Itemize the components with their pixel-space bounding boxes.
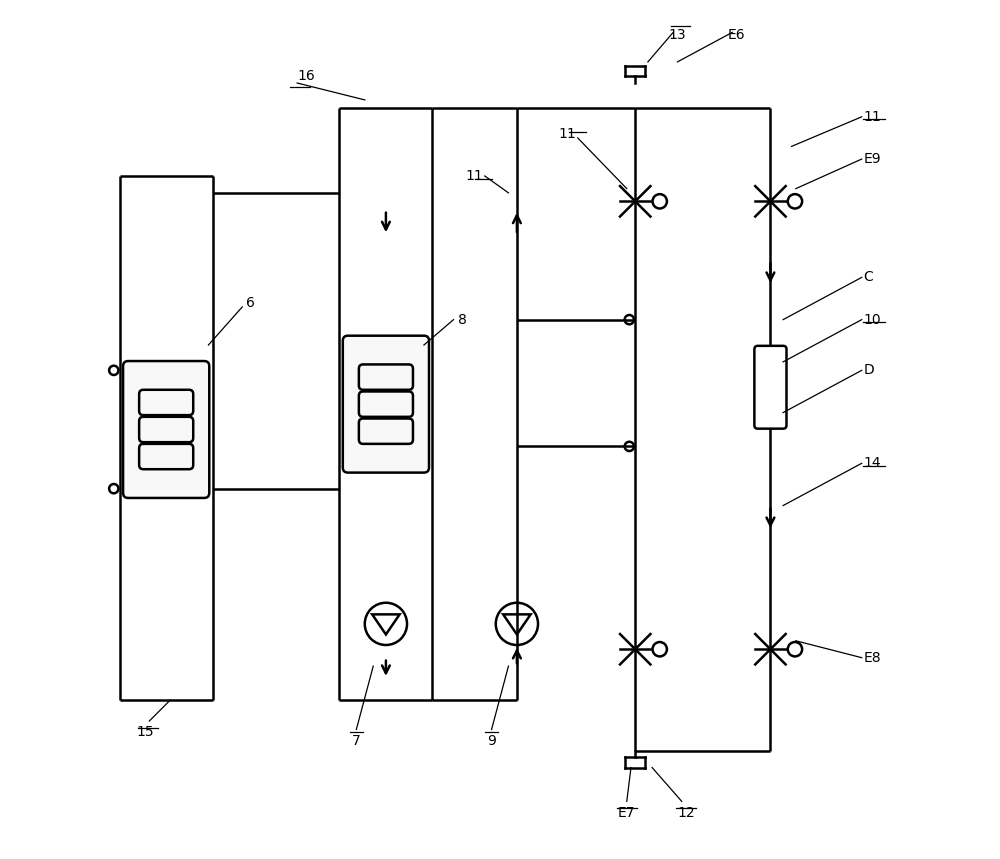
Text: E7: E7 (618, 806, 636, 819)
Text: 10: 10 (863, 313, 881, 326)
Text: 6: 6 (246, 295, 255, 310)
FancyBboxPatch shape (359, 364, 413, 390)
Text: 13: 13 (669, 28, 686, 42)
Text: 11: 11 (558, 127, 576, 141)
Text: 11: 11 (465, 169, 483, 183)
FancyBboxPatch shape (343, 336, 429, 472)
Text: 14: 14 (863, 456, 881, 471)
Text: 9: 9 (487, 734, 496, 747)
FancyBboxPatch shape (123, 361, 209, 498)
Text: C: C (863, 271, 873, 284)
Text: 7: 7 (352, 734, 361, 747)
FancyBboxPatch shape (139, 444, 193, 469)
Text: 12: 12 (677, 806, 695, 819)
Text: E6: E6 (728, 28, 745, 42)
Text: E9: E9 (863, 152, 881, 166)
Text: E8: E8 (863, 650, 881, 665)
Text: 8: 8 (458, 313, 467, 326)
Text: 15: 15 (136, 725, 154, 740)
FancyBboxPatch shape (359, 418, 413, 444)
FancyBboxPatch shape (139, 417, 193, 442)
FancyBboxPatch shape (754, 346, 786, 429)
Text: D: D (863, 363, 874, 377)
FancyBboxPatch shape (139, 390, 193, 415)
Text: 16: 16 (297, 69, 315, 83)
Text: 11: 11 (863, 110, 881, 124)
FancyBboxPatch shape (359, 392, 413, 417)
